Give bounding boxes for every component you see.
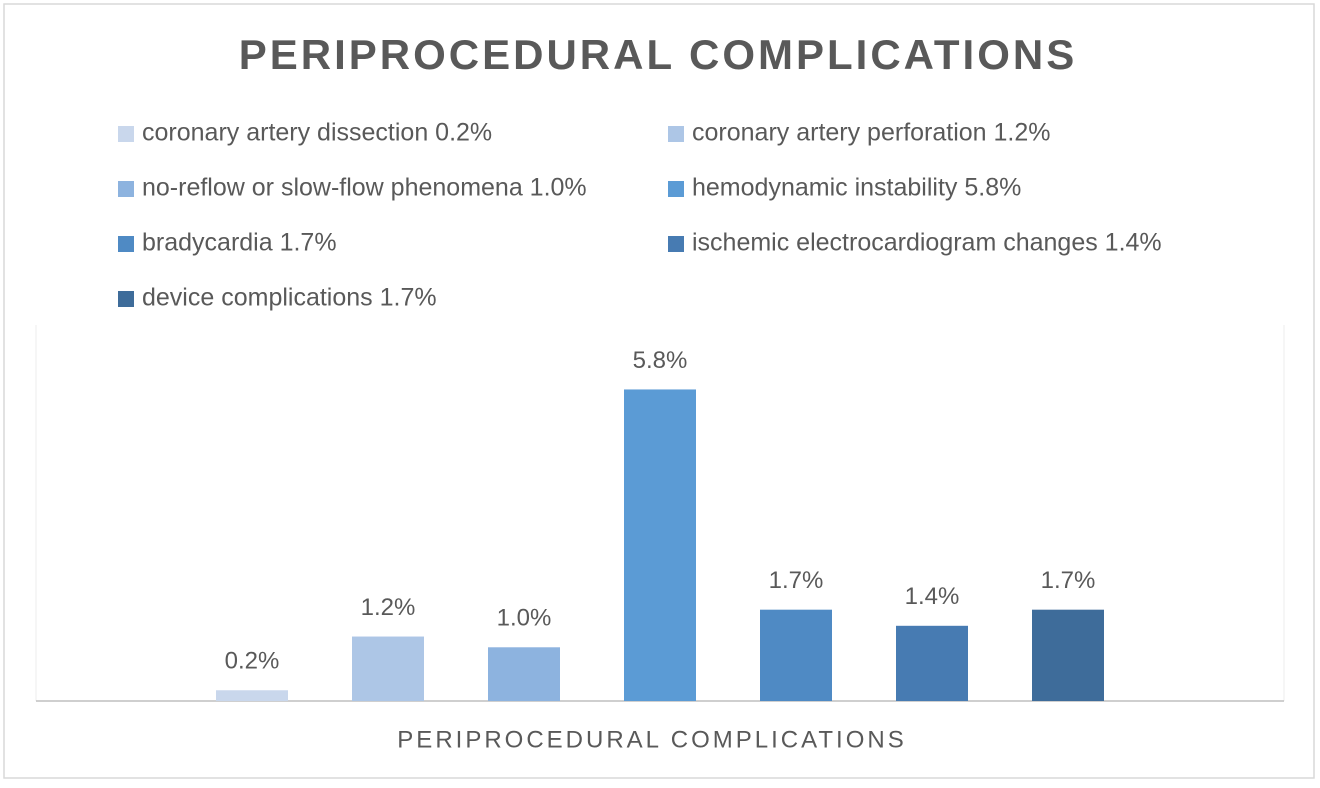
legend-swatch [118,126,134,142]
data-label: 1.2% [361,594,416,621]
bar [896,625,968,701]
bar [1032,609,1104,701]
bar [216,690,288,701]
legend-swatch [668,236,684,252]
legend-swatch [668,181,684,197]
bar [760,609,832,701]
x-tick-label: PERIPROCEDURAL COMPLICATIONS [397,726,906,753]
legend-label: coronary artery perforation 1.2% [692,119,1051,147]
legend-label: ischemic electrocardiogram changes 1.4% [692,229,1162,257]
legend-swatch [118,291,134,307]
legend-swatch [118,236,134,252]
data-label: 0.2% [225,648,280,675]
legend-swatch [118,181,134,197]
data-label: 1.0% [497,605,552,632]
data-label: 1.4% [905,583,960,610]
bar [352,636,424,701]
data-label: 1.7% [769,567,824,594]
legend-label: device complications 1.7% [142,284,437,312]
bar [624,389,696,701]
bar [488,647,560,701]
data-label: 5.8% [633,347,688,374]
legend-label: no-reflow or slow-flow phenomena 1.0% [142,174,587,202]
data-label: 1.7% [1041,567,1096,594]
legend-label: bradycardia 1.7% [142,229,337,257]
legend-label: coronary artery dissection 0.2% [142,119,492,147]
chart-title: PERIPROCEDURAL COMPLICATIONS [239,31,1077,78]
legend-label: hemodynamic instability 5.8% [692,174,1021,202]
legend-swatch [668,126,684,142]
